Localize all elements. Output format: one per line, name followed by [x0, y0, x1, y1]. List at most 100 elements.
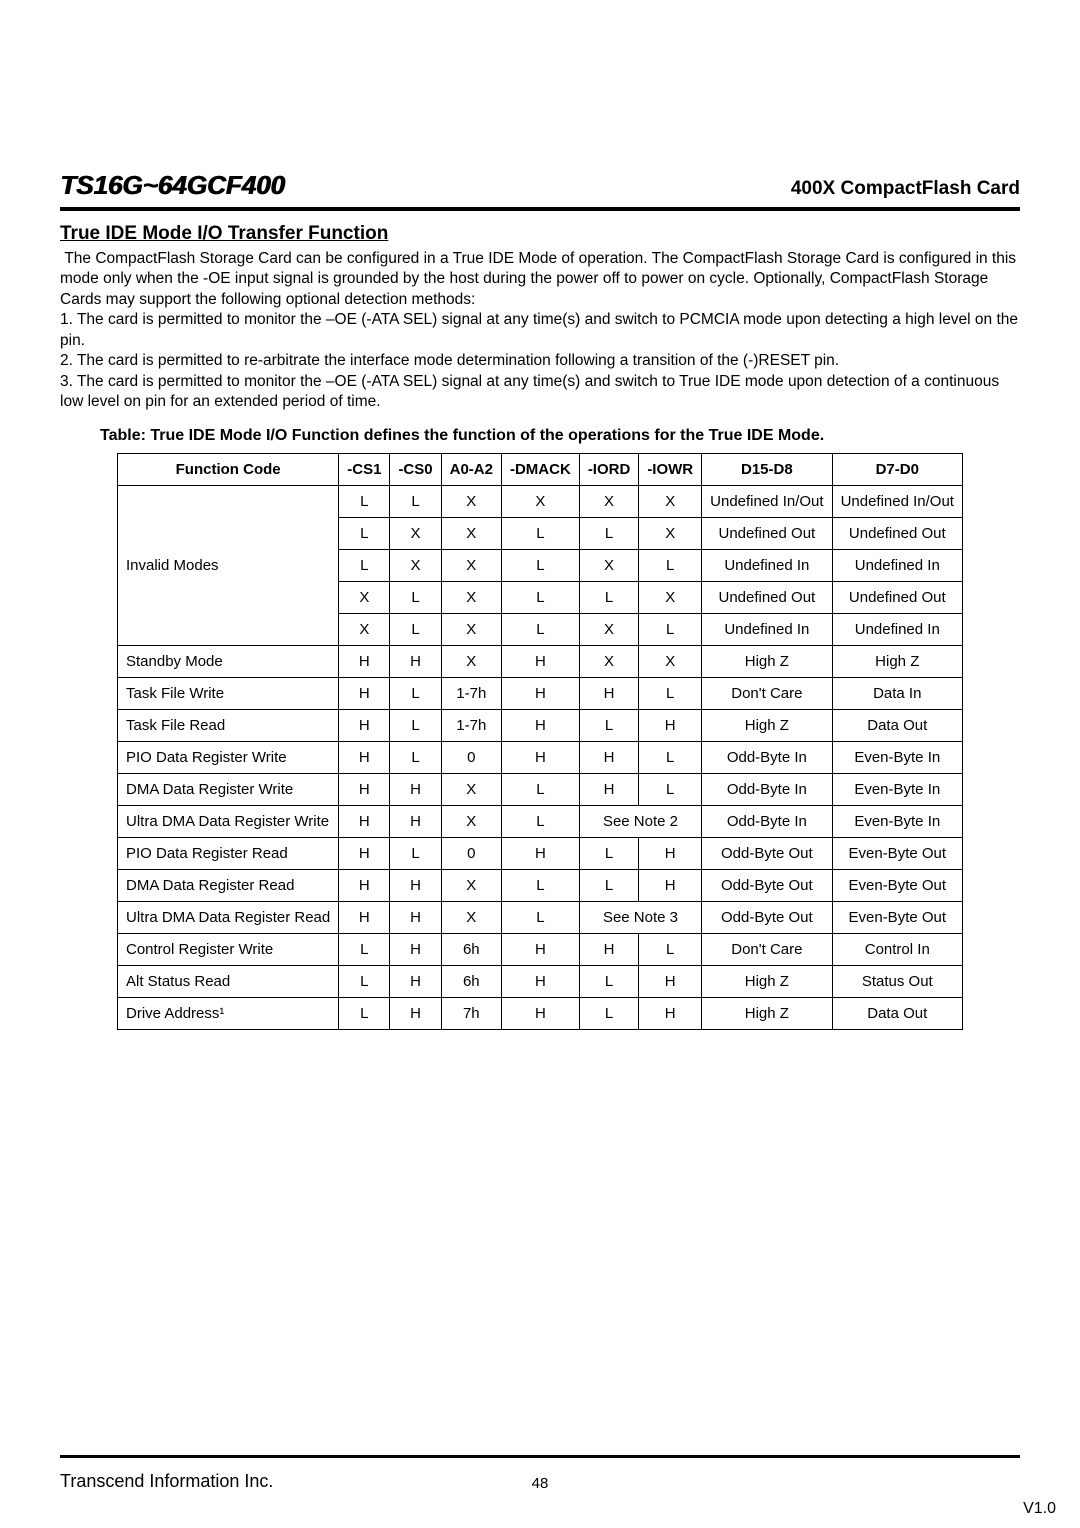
cell-d15d8: Undefined In — [702, 549, 832, 581]
cell-a0a2: X — [441, 485, 501, 517]
product-title: TS16G~64GCF400 — [60, 170, 285, 201]
cell-iowr: L — [639, 773, 702, 805]
cell-function-code: Drive Address¹ — [118, 997, 339, 1029]
cell-dmack: L — [501, 549, 579, 581]
table-row: DMA Data Register WriteHHXLHLOdd-Byte In… — [118, 773, 963, 805]
cell-d15d8: High Z — [702, 997, 832, 1029]
cell-dmack: H — [501, 837, 579, 869]
page-number: 48 — [0, 1475, 1080, 1492]
cell-cs1: H — [339, 773, 390, 805]
cell-function-code: DMA Data Register Read — [118, 869, 339, 901]
cell-d7d0: Even-Byte Out — [832, 837, 962, 869]
cell-cs0: L — [390, 709, 441, 741]
cell-iord: H — [579, 773, 639, 805]
cell-a0a2: 6h — [441, 965, 501, 997]
cell-cs1: L — [339, 965, 390, 997]
cell-iord: X — [579, 645, 639, 677]
cell-iowr: X — [639, 517, 702, 549]
cell-iord: H — [579, 741, 639, 773]
cell-function-code: DMA Data Register Write — [118, 773, 339, 805]
cell-d7d0: Control In — [832, 933, 962, 965]
table-caption: Table: True IDE Mode I/O Function define… — [100, 427, 1020, 445]
cell-d15d8: Undefined Out — [702, 581, 832, 613]
cell-cs1: L — [339, 517, 390, 549]
cell-cs0: H — [390, 805, 441, 837]
cell-iowr: H — [639, 997, 702, 1029]
th-cs1: -CS1 — [339, 453, 390, 485]
cell-d7d0: Undefined Out — [832, 517, 962, 549]
cell-cs1: X — [339, 613, 390, 645]
cell-a0a2: X — [441, 869, 501, 901]
cell-dmack: H — [501, 965, 579, 997]
cell-dmack: L — [501, 901, 579, 933]
cell-d7d0: Even-Byte In — [832, 741, 962, 773]
cell-d15d8: Odd-Byte In — [702, 773, 832, 805]
table-row: Ultra DMA Data Register WriteHHXLSee Not… — [118, 805, 963, 837]
cell-d7d0: Even-Byte Out — [832, 901, 962, 933]
cell-iord-iowr-merged: See Note 3 — [579, 901, 701, 933]
cell-dmack: L — [501, 581, 579, 613]
cell-dmack: H — [501, 933, 579, 965]
cell-cs0: L — [390, 581, 441, 613]
cell-a0a2: X — [441, 549, 501, 581]
cell-cs0: H — [390, 933, 441, 965]
cell-cs0: H — [390, 773, 441, 805]
table-row: Task File WriteHL1-7hHHLDon't CareData I… — [118, 677, 963, 709]
cell-cs1: H — [339, 869, 390, 901]
cell-dmack: L — [501, 613, 579, 645]
cell-d7d0: Data Out — [832, 997, 962, 1029]
cell-function-code: Control Register Write — [118, 933, 339, 965]
cell-d15d8: High Z — [702, 709, 832, 741]
cell-d15d8: Don't Care — [702, 677, 832, 709]
cell-iowr: H — [639, 837, 702, 869]
cell-d15d8: Odd-Byte In — [702, 805, 832, 837]
cell-a0a2: 7h — [441, 997, 501, 1029]
cell-iowr: H — [639, 869, 702, 901]
cell-d7d0: Undefined Out — [832, 581, 962, 613]
cell-cs1: X — [339, 581, 390, 613]
cell-iowr: X — [639, 485, 702, 517]
cell-a0a2: X — [441, 901, 501, 933]
table-body: Invalid ModesLLXXXXUndefined In/OutUndef… — [118, 485, 963, 1029]
cell-dmack: L — [501, 773, 579, 805]
cell-d7d0: Undefined In — [832, 549, 962, 581]
cell-function-code: Alt Status Read — [118, 965, 339, 997]
cell-cs1: H — [339, 709, 390, 741]
cell-d15d8: High Z — [702, 645, 832, 677]
cell-a0a2: X — [441, 773, 501, 805]
cell-iord: L — [579, 709, 639, 741]
cell-iowr: L — [639, 549, 702, 581]
io-function-table: Function Code -CS1 -CS0 A0-A2 -DMACK -IO… — [117, 453, 963, 1030]
th-d15d8: D15-D8 — [702, 453, 832, 485]
cell-cs1: H — [339, 805, 390, 837]
cell-iord: L — [579, 517, 639, 549]
cell-iord: L — [579, 837, 639, 869]
cell-d15d8: Undefined Out — [702, 517, 832, 549]
cell-cs0: L — [390, 677, 441, 709]
table-header-row: Function Code -CS1 -CS0 A0-A2 -DMACK -IO… — [118, 453, 963, 485]
cell-function-code: Task File Read — [118, 709, 339, 741]
cell-dmack: X — [501, 485, 579, 517]
cell-cs1: H — [339, 677, 390, 709]
cell-dmack: H — [501, 741, 579, 773]
cell-a0a2: 6h — [441, 933, 501, 965]
cell-cs0: H — [390, 645, 441, 677]
cell-iowr: H — [639, 965, 702, 997]
cell-iowr: L — [639, 613, 702, 645]
section-body: The CompactFlash Storage Card can be con… — [60, 249, 1020, 413]
cell-function-code: Ultra DMA Data Register Read — [118, 901, 339, 933]
cell-a0a2: 1-7h — [441, 709, 501, 741]
cell-a0a2: X — [441, 645, 501, 677]
th-cs0: -CS0 — [390, 453, 441, 485]
cell-d15d8: Odd-Byte In — [702, 741, 832, 773]
cell-dmack: L — [501, 517, 579, 549]
cell-d15d8: Undefined In — [702, 613, 832, 645]
cell-iord: L — [579, 965, 639, 997]
cell-dmack: L — [501, 869, 579, 901]
cell-d7d0: Even-Byte In — [832, 773, 962, 805]
cell-iord: H — [579, 677, 639, 709]
th-iord: -IORD — [579, 453, 639, 485]
th-dmack: -DMACK — [501, 453, 579, 485]
th-a0a2: A0-A2 — [441, 453, 501, 485]
cell-dmack: H — [501, 677, 579, 709]
